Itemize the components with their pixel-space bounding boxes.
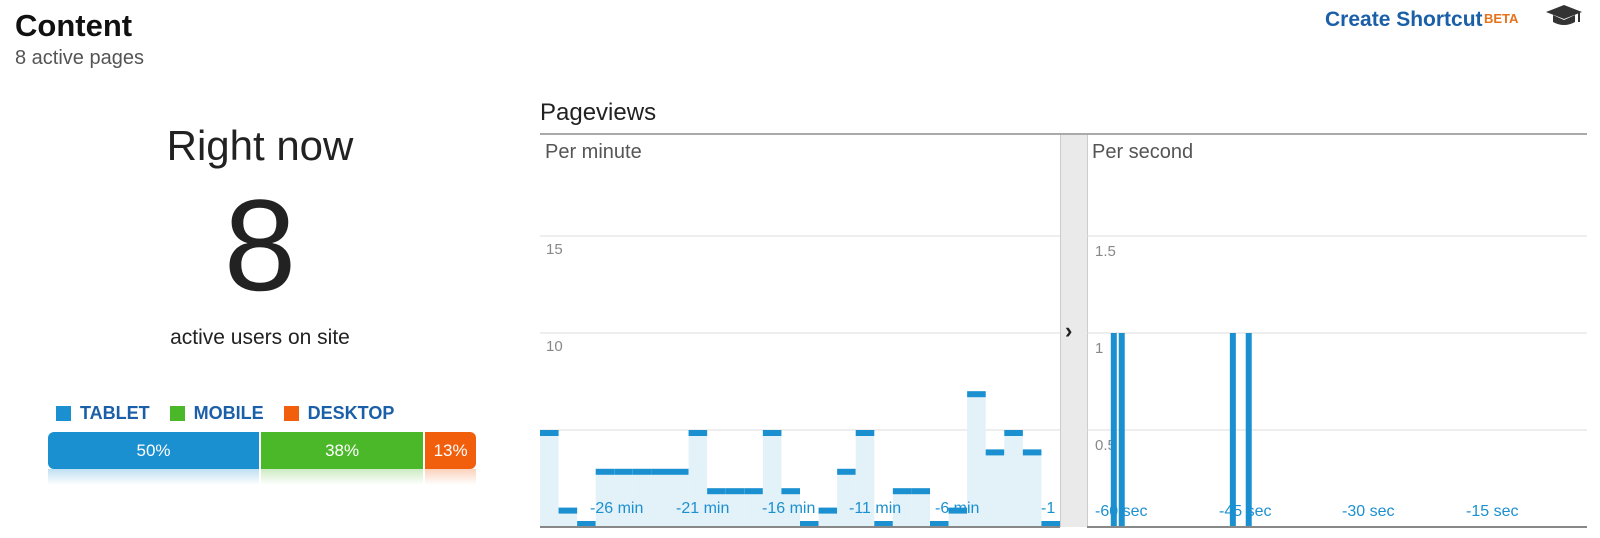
- bar-cap: [1004, 430, 1023, 436]
- legend-label: TABLET: [80, 403, 150, 423]
- bar-cap: [688, 430, 708, 436]
- per-second-chart: 0.5 1 1.5 -60 sec -45 sec -30 sec -15 sec: [1087, 235, 1587, 528]
- bar-cap: [874, 521, 893, 527]
- bar-cap: [540, 430, 559, 436]
- pageviews-title: Pageviews: [540, 99, 657, 126]
- bar-cap: [558, 507, 578, 514]
- bar-cap: [762, 430, 782, 436]
- active-users-count: 8: [223, 172, 297, 318]
- bar-fill: [855, 430, 875, 527]
- bar-cap: [725, 488, 745, 495]
- bar-fill: [707, 488, 726, 527]
- graduation-cap-icon[interactable]: [1545, 4, 1583, 30]
- bar-fill: [595, 468, 615, 527]
- bar-cap: [577, 521, 596, 527]
- active-users-label: active users on site: [170, 326, 350, 349]
- create-shortcut-link[interactable]: Create Shortcut: [1325, 8, 1483, 31]
- bar-fill: [985, 449, 1005, 527]
- x-tick-label: -6 min: [935, 500, 979, 517]
- active-pages-count: 8 active pages: [15, 47, 144, 69]
- desktop-share-segment[interactable]: 13%: [423, 432, 476, 469]
- bar-fill: [781, 488, 800, 527]
- bar-cap: [855, 430, 875, 436]
- x-tick-label: -1: [1041, 500, 1055, 517]
- bar-fill: [1004, 430, 1023, 527]
- legend-desktop[interactable]: DESKTOP: [283, 403, 395, 424]
- x-tick-label: -11 min: [849, 500, 901, 517]
- bar-fill: [651, 468, 670, 527]
- bar-cap: [818, 507, 838, 514]
- bar-cap: [632, 468, 652, 475]
- x-tick-label: -45 sec: [1219, 503, 1271, 520]
- spike-bar: [1245, 333, 1252, 527]
- page-title: Content: [15, 8, 133, 43]
- beta-badge: BETA: [1484, 11, 1519, 26]
- device-share-bar: 50% 38% 13%: [48, 432, 476, 469]
- bar-fill: [762, 430, 782, 527]
- bar-fill: [892, 488, 912, 527]
- y-tick-label: 0.5: [1095, 437, 1116, 454]
- y-tick-label: 1: [1095, 340, 1103, 357]
- pageviews-divider: [540, 133, 1587, 135]
- bar-fill: [540, 430, 559, 527]
- legend-swatch-mobile: [169, 406, 185, 421]
- x-tick-label: -30 sec: [1342, 503, 1394, 520]
- tablet-share-segment[interactable]: 50%: [48, 432, 259, 469]
- spike-bar: [1110, 333, 1117, 527]
- bar-cap: [837, 468, 856, 475]
- bar-cap: [930, 521, 949, 527]
- legend-mobile[interactable]: MOBILE: [169, 403, 264, 424]
- bar-cap: [614, 468, 633, 475]
- legend-tablet[interactable]: TABLET: [56, 403, 150, 424]
- x-tick-label: -15 sec: [1466, 503, 1518, 520]
- bar-cap: [967, 391, 986, 398]
- legend-swatch-tablet: [56, 406, 71, 421]
- bar-cap: [985, 449, 1005, 456]
- bar-fill: [911, 488, 930, 527]
- bar-cap: [781, 488, 800, 495]
- bar-fill: [1022, 449, 1042, 527]
- x-tick-label: -16 min: [762, 500, 815, 517]
- chart-toggle-panel[interactable]: [1060, 135, 1088, 527]
- bar-cap: [948, 507, 968, 514]
- per-minute-chart: 51015-26 min-21 min-16 min-11 min-6 min-…: [540, 235, 1060, 528]
- bar-fill: [670, 468, 689, 527]
- device-bar-reflection: [48, 469, 476, 485]
- bar-cap: [744, 488, 763, 495]
- x-tick-label: -26 min: [590, 500, 643, 517]
- spike-bar: [1229, 333, 1236, 527]
- bar-cap: [651, 468, 670, 475]
- chevron-right-icon[interactable]: ›: [1065, 318, 1073, 343]
- bar-cap: [707, 488, 726, 495]
- x-tick-label: -60 sec: [1095, 503, 1147, 520]
- y-tick-label: 1.5: [1095, 243, 1116, 260]
- bar-cap: [595, 468, 615, 475]
- bar-fill: [632, 468, 652, 527]
- bar-cap: [1041, 521, 1060, 527]
- bar-cap: [1022, 449, 1042, 456]
- per-second-title: Per second: [1092, 141, 1194, 163]
- per-minute-title: Per minute: [545, 141, 642, 163]
- bar-cap: [800, 521, 819, 527]
- bar-fill: [725, 488, 745, 527]
- bar-fill: [688, 430, 708, 527]
- bar-cap: [892, 488, 912, 495]
- bar-fill: [744, 488, 763, 527]
- bar-fill: [614, 468, 633, 527]
- legend-label: MOBILE: [193, 403, 264, 423]
- bar-cap: [670, 468, 689, 475]
- legend-label: DESKTOP: [307, 403, 395, 423]
- legend-swatch-desktop: [283, 406, 299, 421]
- bar-fill: [837, 468, 856, 527]
- mobile-share-segment[interactable]: 38%: [259, 432, 424, 469]
- x-tick-label: -21 min: [676, 500, 729, 517]
- y-tick-label: 15: [546, 241, 563, 258]
- right-now-heading: Right now: [166, 122, 354, 169]
- spike-bar: [1118, 333, 1125, 527]
- y-tick-label: 10: [546, 338, 563, 355]
- bar-cap: [911, 488, 930, 495]
- device-legend: TABLET MOBILE DESKTOP: [56, 403, 414, 424]
- bar-fill: [967, 391, 986, 527]
